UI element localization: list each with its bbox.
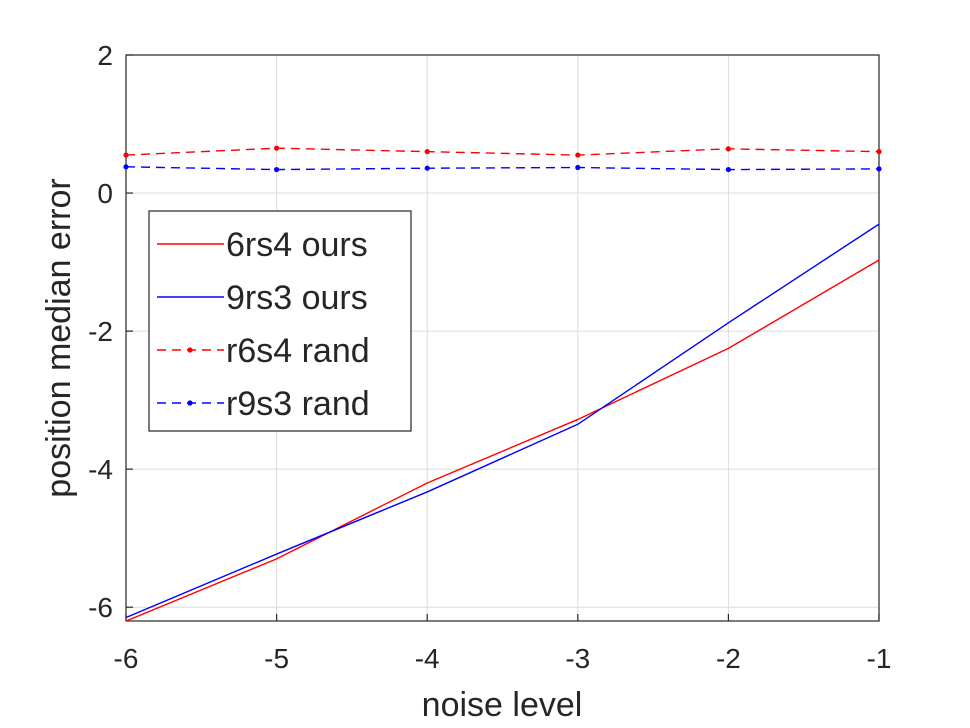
legend-label: r6s4 rand [226, 332, 370, 370]
series-line [125, 147, 880, 156]
x-tick-label: -1 [867, 643, 892, 674]
data-point [725, 166, 732, 173]
y-tick-label: -2 [88, 316, 113, 347]
y-tick-label: 0 [97, 178, 113, 209]
legend-marker [187, 347, 193, 353]
legend: 6rs4 ours 9rs3 ours r6s4 rand r9s3 rand [148, 210, 412, 432]
legend-label: 6rs4 ours [226, 226, 368, 264]
x-axis-label: noise level [422, 686, 583, 724]
y-axis-label: position median error [40, 178, 78, 497]
series-r6s4-rand [123, 145, 882, 158]
y-tick-label: -4 [88, 454, 113, 485]
x-tick-label: -5 [264, 643, 289, 674]
data-point [575, 152, 581, 158]
x-tick-label: -2 [716, 643, 741, 674]
data-point [274, 145, 280, 151]
plot-area-frame [125, 54, 880, 622]
series-6rs4-ours [125, 259, 880, 622]
legend-box [148, 210, 412, 432]
series-9rs3-ours [125, 223, 880, 619]
data-point [575, 164, 581, 171]
series-line [125, 223, 880, 619]
data-point [876, 149, 882, 155]
y-tick-label: 2 [97, 40, 113, 71]
data-point [274, 166, 280, 173]
x-tick-label: -4 [415, 643, 440, 674]
data-point [424, 149, 430, 155]
series-line [125, 259, 880, 622]
data-point [424, 165, 430, 171]
series-layer [123, 145, 882, 622]
legend-label: 9rs3 ours [226, 279, 368, 317]
series-r9s3-rand [123, 164, 882, 173]
series-line [125, 166, 880, 171]
data-point [123, 164, 129, 170]
y-tick-label: -6 [88, 592, 113, 623]
data-point [123, 152, 129, 158]
x-tick-label: -3 [565, 643, 590, 674]
data-point [725, 146, 732, 152]
legend-label: r9s3 rand [226, 385, 370, 423]
axis-ticks: -6 -5 -4 -3 -2 -1 -6 -4 -2 0 2 [88, 40, 891, 674]
data-point [876, 166, 882, 172]
x-tick-label: -6 [114, 643, 139, 674]
legend-marker [187, 400, 193, 406]
